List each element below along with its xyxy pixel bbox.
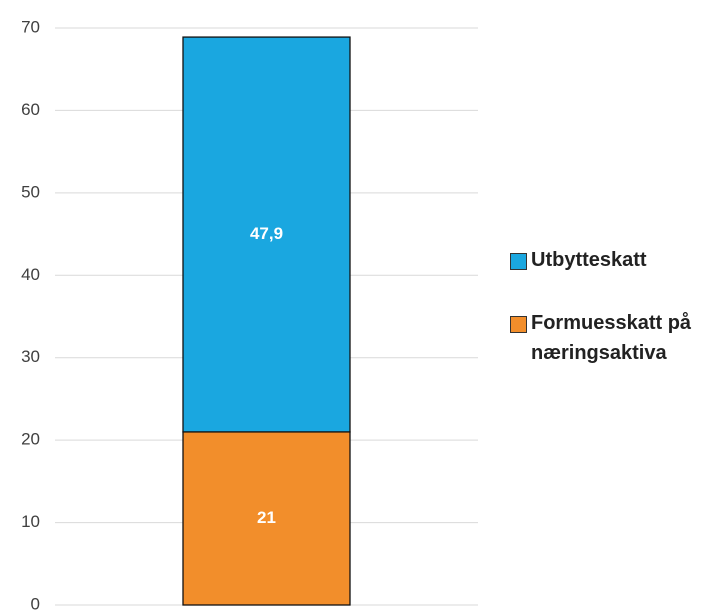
bar-segment	[182, 36, 351, 433]
y-tick-label: 30	[21, 347, 40, 366]
legend-label: Utbytteskatt	[531, 249, 647, 271]
bar-segment	[182, 431, 351, 606]
legend-swatch	[510, 316, 527, 333]
y-tick-label: 0	[31, 594, 40, 612]
legend: Utbytteskatt Formuesskatt på næringsaktiv…	[510, 248, 728, 404]
y-tick-label: 40	[21, 265, 40, 284]
legend-swatch	[510, 253, 527, 270]
data-label: 47,9	[250, 224, 283, 243]
legend-label: Formuesskatt på næringsaktiva	[531, 312, 692, 364]
y-tick-label: 60	[21, 100, 40, 119]
y-tick-label: 20	[21, 430, 40, 449]
legend-item: Utbytteskatt	[510, 248, 728, 275]
y-tick-label: 70	[21, 17, 40, 36]
y-tick-label: 10	[21, 512, 40, 531]
y-tick-label: 50	[21, 182, 40, 201]
data-label: 21	[257, 508, 276, 527]
legend-item: Formuesskatt på næringsaktiva	[510, 311, 728, 368]
